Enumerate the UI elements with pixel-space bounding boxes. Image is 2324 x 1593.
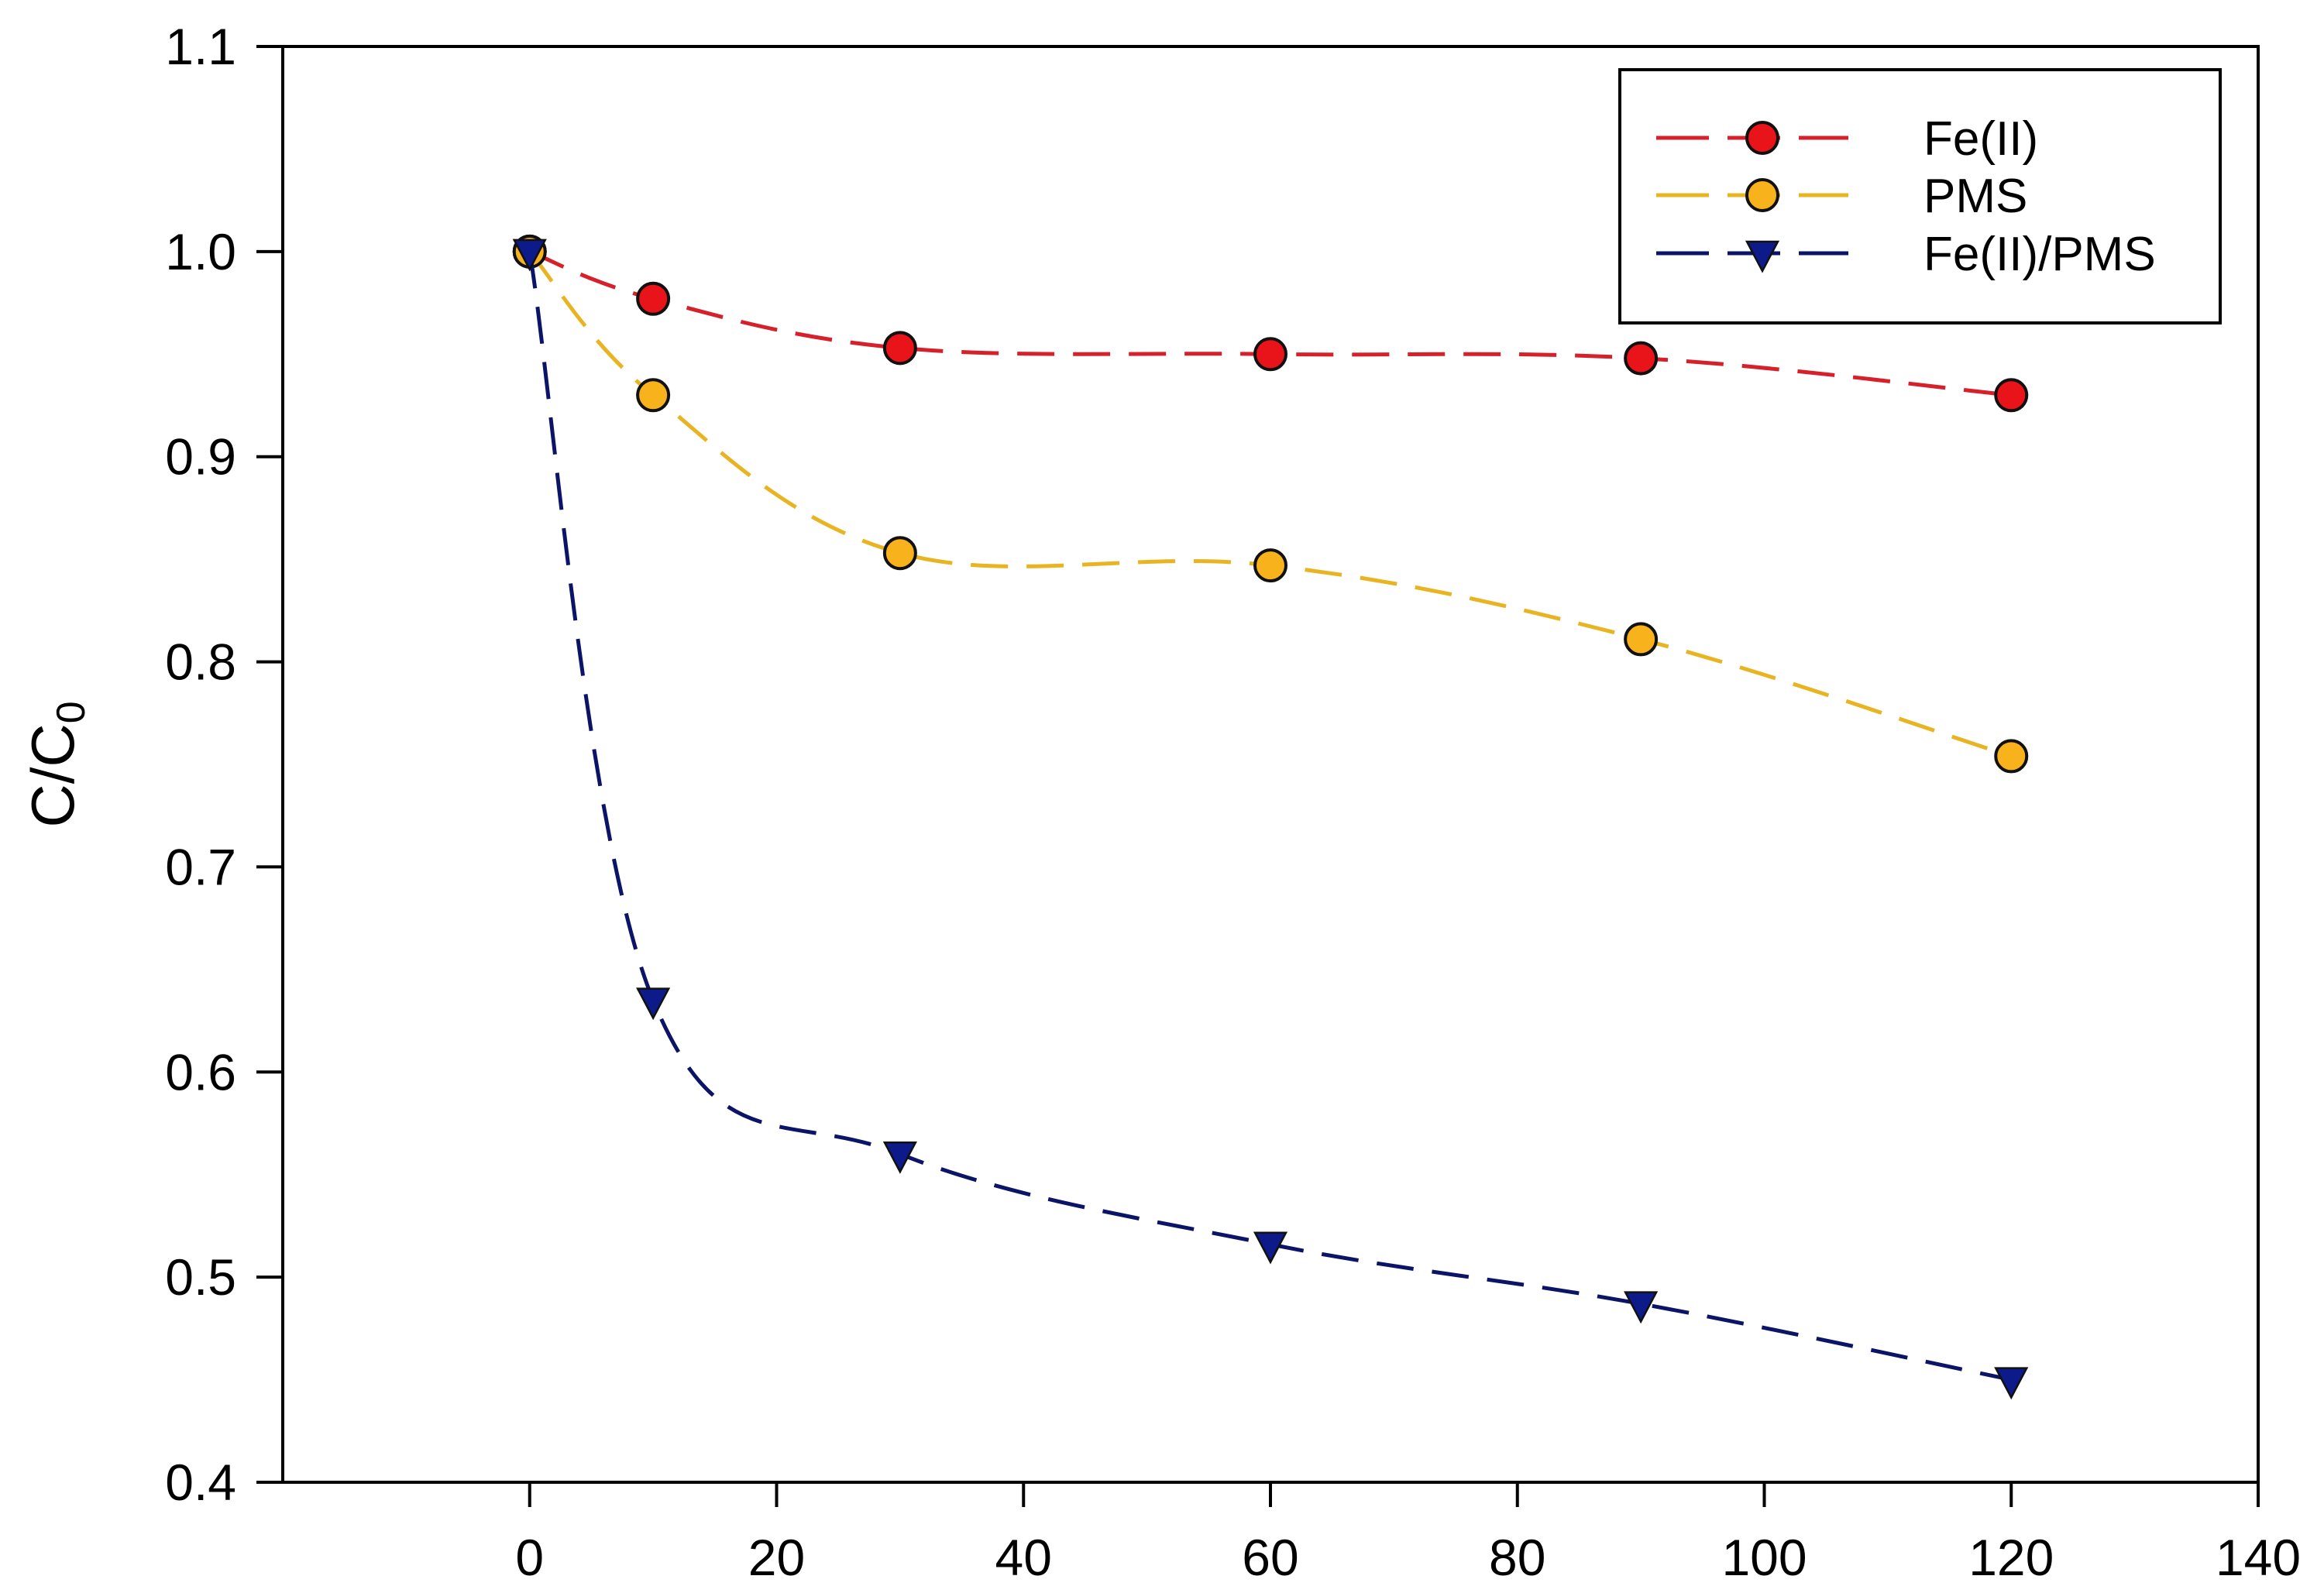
x-tick-label: 60	[1242, 1529, 1298, 1586]
x-tick-label: 40	[995, 1529, 1052, 1586]
triangle-down-marker-icon	[636, 987, 671, 1021]
series-layer	[512, 234, 2029, 1400]
x-tick-label: 140	[2216, 1529, 2301, 1586]
legend-label: PMS	[1923, 170, 2027, 223]
circle-marker-icon	[636, 281, 671, 316]
triangle-down-marker-icon	[512, 239, 547, 272]
series-line	[528, 251, 2012, 1382]
circle-marker-icon	[1994, 739, 2029, 774]
circle-marker-icon	[1624, 622, 1659, 657]
y-tick-label: 0.8	[165, 633, 236, 691]
circle-marker-icon	[1745, 178, 1779, 212]
x-tick-label: 20	[748, 1529, 805, 1586]
y-axis-title: C/C0	[19, 701, 94, 827]
triangle-down-marker-icon	[1745, 240, 1780, 273]
y-tick-label: 0.7	[165, 838, 236, 895]
x-tick-label: 120	[1968, 1529, 2054, 1586]
series-line	[528, 250, 2013, 758]
circle-marker-icon	[882, 536, 917, 571]
x-tick-label: 100	[1721, 1529, 1807, 1586]
series-fe-ii	[512, 234, 2029, 413]
series-fe-ii-pms	[512, 239, 2029, 1400]
circle-marker-icon	[636, 378, 671, 413]
legend-box	[1618, 68, 2222, 324]
legend-label: Fe(II)/PMS	[1923, 228, 2156, 281]
triangle-down-marker-icon	[1253, 1231, 1288, 1265]
circle-marker-icon	[1253, 337, 1287, 372]
y-tick-label: 0.4	[165, 1454, 236, 1511]
axis-ticks: 0.4 0.5 0.6 0.7 0.8 0.9 1.0 1.1 0 20 40 60 80 100 120 1…	[165, 18, 2301, 1586]
triangle-down-marker-icon	[1994, 1367, 2029, 1400]
y-axis-title-text: C/C0	[19, 701, 94, 827]
circle-marker-icon	[1994, 378, 2029, 413]
y-tick-label: 0.6	[165, 1043, 236, 1100]
y-tick-label: 0.5	[165, 1248, 236, 1306]
x-tick-label: 80	[1489, 1529, 1545, 1586]
legend-label: Fe(II)	[1923, 112, 2038, 166]
triangle-down-marker-icon	[1624, 1291, 1659, 1324]
legend-item: Fe(II)/PMS	[1656, 228, 2156, 281]
circle-marker-icon	[1624, 341, 1659, 376]
series-pms	[512, 234, 2029, 774]
y-tick-label: 1.0	[165, 223, 236, 280]
triangle-down-marker-icon	[882, 1141, 917, 1174]
legend-item: Fe(II)	[1656, 112, 2038, 166]
x-tick-label: 0	[515, 1529, 544, 1586]
y-tick-label: 0.9	[165, 428, 236, 486]
circle-marker-icon	[1253, 548, 1287, 583]
legend-item: PMS	[1656, 170, 2027, 223]
circle-marker-icon	[882, 331, 917, 366]
y-tick-label: 1.1	[165, 18, 236, 75]
circle-marker-icon	[1745, 121, 1779, 155]
